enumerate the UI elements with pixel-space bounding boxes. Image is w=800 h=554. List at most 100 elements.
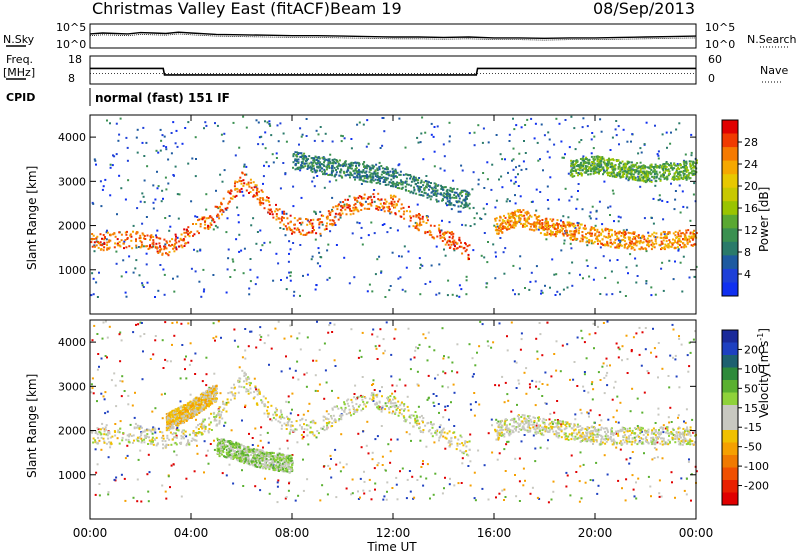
power-scatter-point <box>598 200 601 203</box>
power-scatter-point <box>93 250 96 253</box>
power-scatter-point <box>420 132 423 135</box>
power-scatter-point <box>501 158 504 161</box>
velocity-scatter-point <box>670 471 673 474</box>
power-scatter-point <box>570 195 573 198</box>
power-band-2-point <box>451 190 454 193</box>
power-band-2-point <box>466 193 469 196</box>
power-scatter-point <box>135 136 138 139</box>
velocity-band-0-point <box>249 391 252 394</box>
power-band-0-point <box>309 222 312 225</box>
power-band-2-point <box>301 165 304 167</box>
velocity-scatter-point <box>565 471 568 474</box>
power-scatter-point <box>157 151 160 154</box>
power-scatter-point <box>468 132 471 135</box>
power-band-0-point <box>298 222 301 224</box>
velocity-band-0-point <box>114 434 117 437</box>
velocity-scatter-point <box>108 325 111 328</box>
power-band-3-point <box>596 163 599 166</box>
power-band-3-point <box>665 162 667 165</box>
power-band-0-point <box>465 243 467 246</box>
velocity-band-0-point <box>137 440 140 443</box>
velocity-scatter-point <box>518 457 521 460</box>
power-band-0-point <box>154 246 157 249</box>
velocity-scatter-point <box>613 386 615 389</box>
power-scatter-point <box>652 222 655 225</box>
power-scatter-point <box>95 163 97 166</box>
power-band-2-point <box>322 164 325 166</box>
power-scatter-point <box>568 199 571 202</box>
power-band-2-point <box>400 183 403 186</box>
velocity-scatter-point <box>633 436 636 439</box>
power-band-3-point <box>680 166 683 169</box>
velocity-scatter-point <box>653 457 656 459</box>
power-band-0-point <box>356 199 359 202</box>
power-band-3-point <box>587 167 590 170</box>
power-band-3-point <box>617 159 620 162</box>
velocity-scatter-point <box>406 395 409 398</box>
power-band-2-point <box>446 194 449 197</box>
velocity-band-0-point <box>331 408 334 411</box>
power-band-2-point <box>358 174 361 177</box>
velocity-scatter-point <box>109 446 112 449</box>
power-band-2-point <box>294 151 297 154</box>
power-scatter-point <box>289 279 292 282</box>
power-band-1-point <box>546 233 549 236</box>
power-band-1-point <box>525 213 528 216</box>
power-band-0-point <box>451 237 454 240</box>
velocity-scatter-point <box>487 432 490 435</box>
velocity-band-0-point <box>388 406 391 409</box>
power-band-1-point <box>616 235 619 238</box>
power-band-3-point <box>648 172 651 175</box>
velocity-band-0-point <box>105 433 108 436</box>
velocity-scatter-point <box>185 435 188 438</box>
velocity-band-0-point <box>99 428 102 431</box>
velocity-scatter-point <box>113 372 116 375</box>
velocity-scatter-point <box>617 356 620 359</box>
power-band-0-point <box>438 224 441 227</box>
power-band-1-point <box>512 212 515 214</box>
power-scatter-point <box>249 268 252 271</box>
power-band-1-point <box>627 236 630 239</box>
power-band-2-point <box>315 159 318 161</box>
power-band-1-point <box>582 235 585 238</box>
power-band-1-point <box>557 227 559 230</box>
power-scatter-point <box>645 121 648 124</box>
power-band-0-point <box>360 203 363 205</box>
power-band-0-point <box>164 245 167 248</box>
velocity-scatter-point <box>101 422 104 425</box>
power-band-2-point <box>371 175 374 178</box>
power-scatter-point <box>142 245 145 248</box>
power-band-3-point <box>613 175 616 178</box>
power-scatter-point <box>226 268 229 271</box>
power-band-0-point <box>332 219 335 222</box>
power-scatter-point <box>363 161 366 163</box>
power-band-0-point <box>236 181 239 184</box>
velocity-scatter-point <box>518 382 521 385</box>
power-band-1-point <box>685 229 688 232</box>
velocity-scatter-point <box>636 425 639 427</box>
power-band-2-point <box>307 165 309 168</box>
power-band-0-point <box>319 221 322 224</box>
velocity-scatter-point <box>190 359 193 362</box>
power-scatter-point <box>546 199 549 201</box>
velocity-scatter-point <box>588 415 590 418</box>
power-scatter-point <box>672 278 675 281</box>
power-scatter-point <box>670 182 672 185</box>
power-band-2-point <box>455 197 458 199</box>
power-band-1-point <box>609 235 612 238</box>
power-scatter-point <box>690 133 693 136</box>
power-band-2-point <box>385 178 388 181</box>
power-band-0-point <box>458 236 461 239</box>
velocity-band-0-point <box>286 415 288 418</box>
power-band-3-point <box>669 162 672 165</box>
power-band-3-point <box>630 173 632 176</box>
power-band-0-point <box>403 210 406 213</box>
power-scatter-point <box>264 147 267 150</box>
power-band-1-point <box>524 223 527 226</box>
velocity-scatter-point <box>547 501 550 504</box>
velocity-band-0-point <box>149 429 152 432</box>
power-scatter-point <box>173 174 175 177</box>
velocity-scatter-point <box>553 353 556 355</box>
velocity-scatter-point <box>187 322 190 325</box>
power-scatter-point <box>156 187 159 190</box>
